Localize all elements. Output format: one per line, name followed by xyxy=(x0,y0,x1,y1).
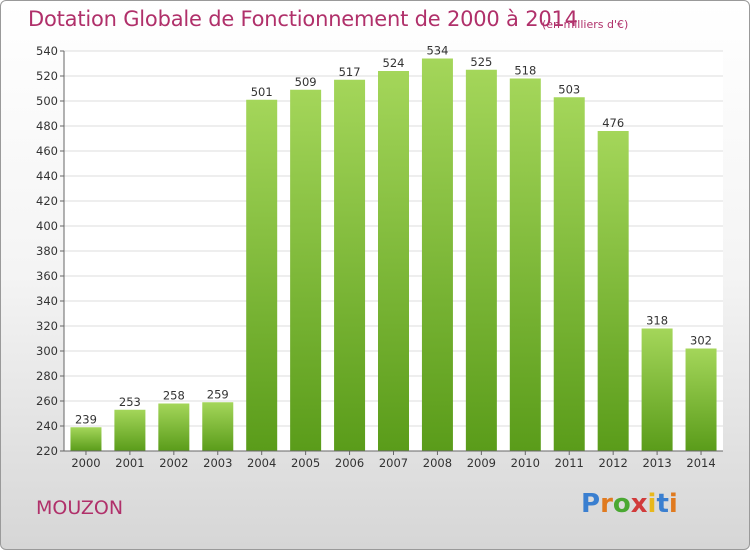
x-tick-label: 2008 xyxy=(423,456,452,470)
x-tick-label: 2002 xyxy=(159,456,188,470)
y-tick-label: 400 xyxy=(36,219,58,233)
bar xyxy=(114,409,146,451)
bar xyxy=(465,69,497,451)
x-tick-label: 2012 xyxy=(599,456,628,470)
proxiti-logo[interactable]: Proxiti xyxy=(581,489,678,519)
y-tick-label: 420 xyxy=(36,194,58,208)
y-tick-label: 240 xyxy=(36,419,58,433)
y-tick-label: 460 xyxy=(36,144,58,158)
bar xyxy=(421,58,453,451)
bar-value-label: 476 xyxy=(602,116,624,130)
logo-letter: t xyxy=(656,489,669,519)
bar xyxy=(202,402,234,451)
y-tick-label: 500 xyxy=(36,94,58,108)
bar-value-label: 534 xyxy=(426,44,448,58)
bar-value-label: 318 xyxy=(646,314,668,328)
x-tick-label: 2003 xyxy=(203,456,232,470)
bar xyxy=(378,71,409,451)
bar-value-label: 509 xyxy=(295,75,317,89)
y-tick-label: 300 xyxy=(36,344,58,358)
x-tick-label: 2004 xyxy=(247,456,276,470)
x-tick-label: 2011 xyxy=(555,456,584,470)
bar-value-label: 259 xyxy=(207,387,229,401)
x-tick-label: 2006 xyxy=(335,456,364,470)
y-tick-label: 320 xyxy=(36,319,58,333)
logo-letter: P xyxy=(581,489,601,519)
bar xyxy=(158,403,190,451)
chart-title: Dotation Globale de Fonctionnement de 20… xyxy=(28,7,578,31)
bar-value-label: 503 xyxy=(558,82,580,96)
y-tick-label: 480 xyxy=(36,119,58,133)
bar-value-label: 302 xyxy=(690,334,712,348)
x-tick-label: 2007 xyxy=(379,456,408,470)
bar xyxy=(290,89,322,451)
bar xyxy=(553,97,585,451)
y-tick-label: 440 xyxy=(36,169,58,183)
bar-value-label: 501 xyxy=(251,85,273,99)
bar-value-label: 239 xyxy=(75,412,97,426)
x-tick-label: 2013 xyxy=(642,456,671,470)
x-tick-label: 2009 xyxy=(467,456,496,470)
bar-value-label: 524 xyxy=(383,56,405,70)
bar xyxy=(70,427,102,451)
x-tick-label: 2014 xyxy=(686,456,715,470)
bar-value-label: 525 xyxy=(470,55,492,69)
y-tick-label: 360 xyxy=(36,269,58,283)
bar xyxy=(597,131,629,451)
y-tick-label: 280 xyxy=(36,369,58,383)
y-tick-label: 260 xyxy=(36,394,58,408)
logo-letter: o xyxy=(612,489,631,519)
x-tick-label: 2005 xyxy=(291,456,320,470)
x-tick-label: 2001 xyxy=(115,456,144,470)
logo-letter: x xyxy=(630,489,648,519)
y-tick-label: 520 xyxy=(36,69,58,83)
bar xyxy=(246,99,278,451)
logo-letter: r xyxy=(600,489,613,519)
bar-value-label: 258 xyxy=(163,389,185,403)
y-tick-label: 220 xyxy=(36,444,58,458)
bar xyxy=(685,348,717,451)
city-name: MOUZON xyxy=(36,497,124,519)
bar xyxy=(509,78,541,451)
x-tick-label: 2010 xyxy=(511,456,540,470)
y-tick-label: 540 xyxy=(36,44,58,58)
bar xyxy=(641,328,673,451)
logo-letter: i xyxy=(647,489,657,519)
y-tick-label: 340 xyxy=(36,294,58,308)
logo-letter: i xyxy=(668,489,678,519)
bar-value-label: 253 xyxy=(119,395,141,409)
chart-subtitle: (en milliers d'€) xyxy=(542,18,629,31)
bar-value-label: 518 xyxy=(514,64,536,78)
bar xyxy=(334,79,366,451)
x-tick-label: 2000 xyxy=(71,456,100,470)
bar-value-label: 517 xyxy=(339,65,361,79)
y-tick-label: 380 xyxy=(36,244,58,258)
